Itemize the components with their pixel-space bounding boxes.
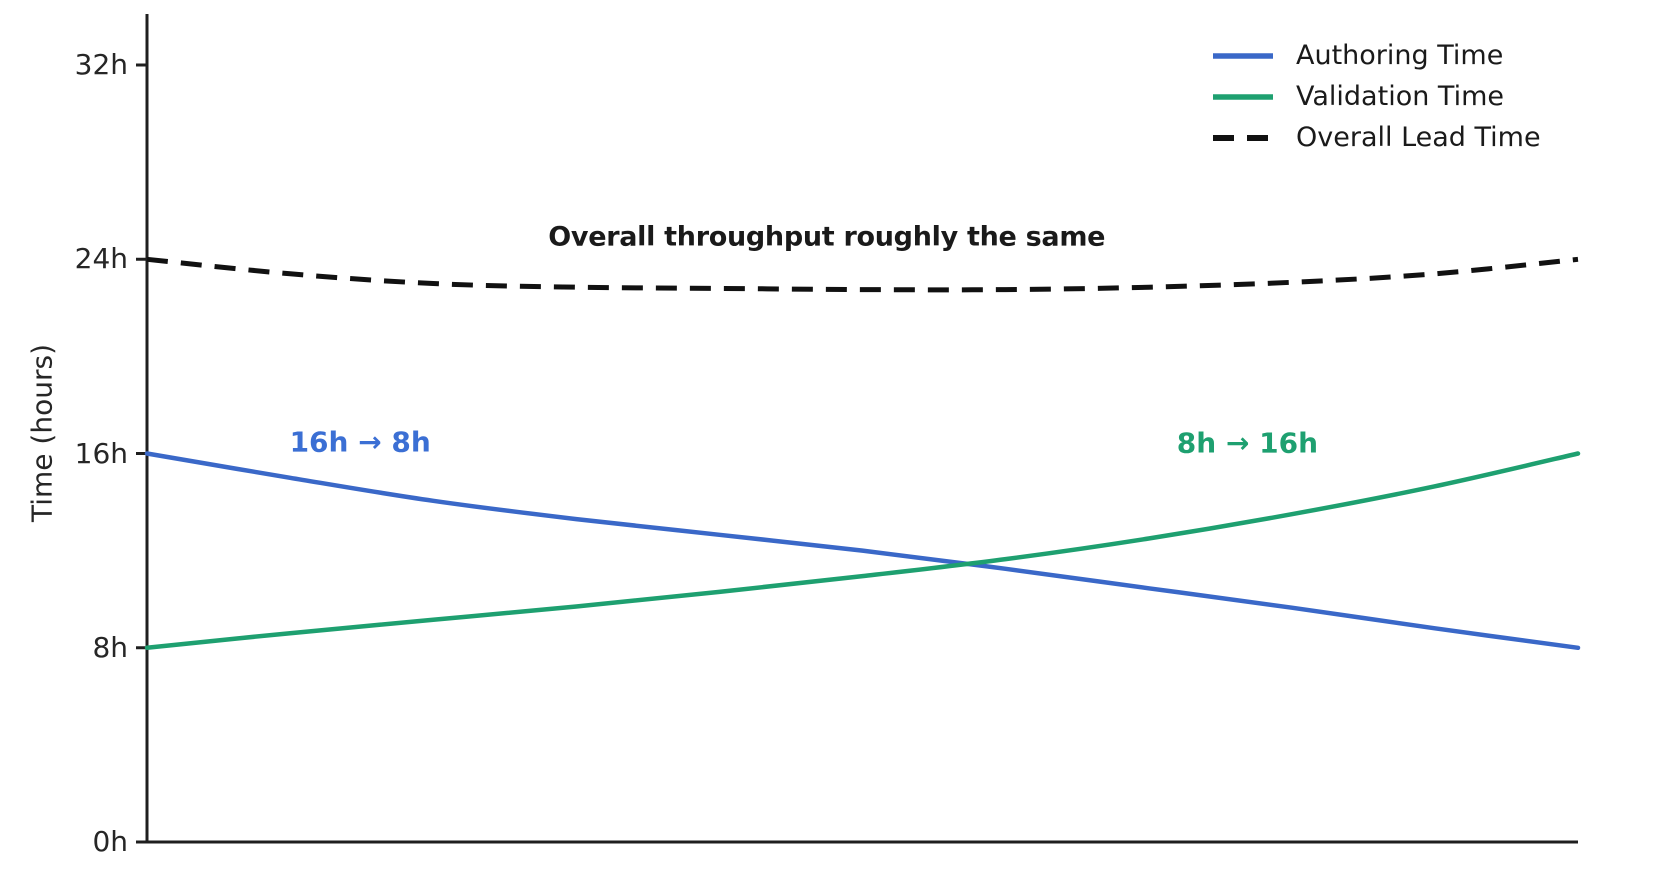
annotation-authoring-change: 16h → 8h (289, 425, 431, 459)
legend: Authoring Time Validation Time Overall L… (1212, 35, 1541, 158)
y-tick-label: 24h (74, 242, 128, 276)
legend-item-authoring-time: Authoring Time (1212, 35, 1541, 76)
dashed-line-swatch-icon (1213, 134, 1273, 141)
legend-item-validation-time: Validation Time (1212, 76, 1541, 117)
y-axis-label: Time (hours) (25, 344, 59, 522)
y-tick-label: 0h (92, 825, 128, 858)
y-tick-label: 32h (74, 48, 128, 81)
y-tick-label: 16h (74, 436, 128, 470)
annotation-validation-change: 8h → 16h (1176, 426, 1319, 460)
validation-line-swatch-icon (1213, 93, 1273, 100)
legend-label: Overall Lead Time (1296, 122, 1541, 153)
series-line-validation-time (144, 451, 1581, 651)
series-line-overall-lead-time (146, 256, 1579, 293)
y-tick-label: 8h (92, 630, 128, 664)
annotation-overall-throughput: Overall throughput roughly the same (548, 221, 1106, 253)
series-line-authoring-time (144, 451, 1581, 651)
authoring-line-swatch-icon (1213, 52, 1273, 59)
legend-item-overall-lead-time: Overall Lead Time (1212, 117, 1541, 158)
legend-label: Validation Time (1296, 81, 1504, 112)
legend-label: Authoring Time (1296, 40, 1504, 71)
